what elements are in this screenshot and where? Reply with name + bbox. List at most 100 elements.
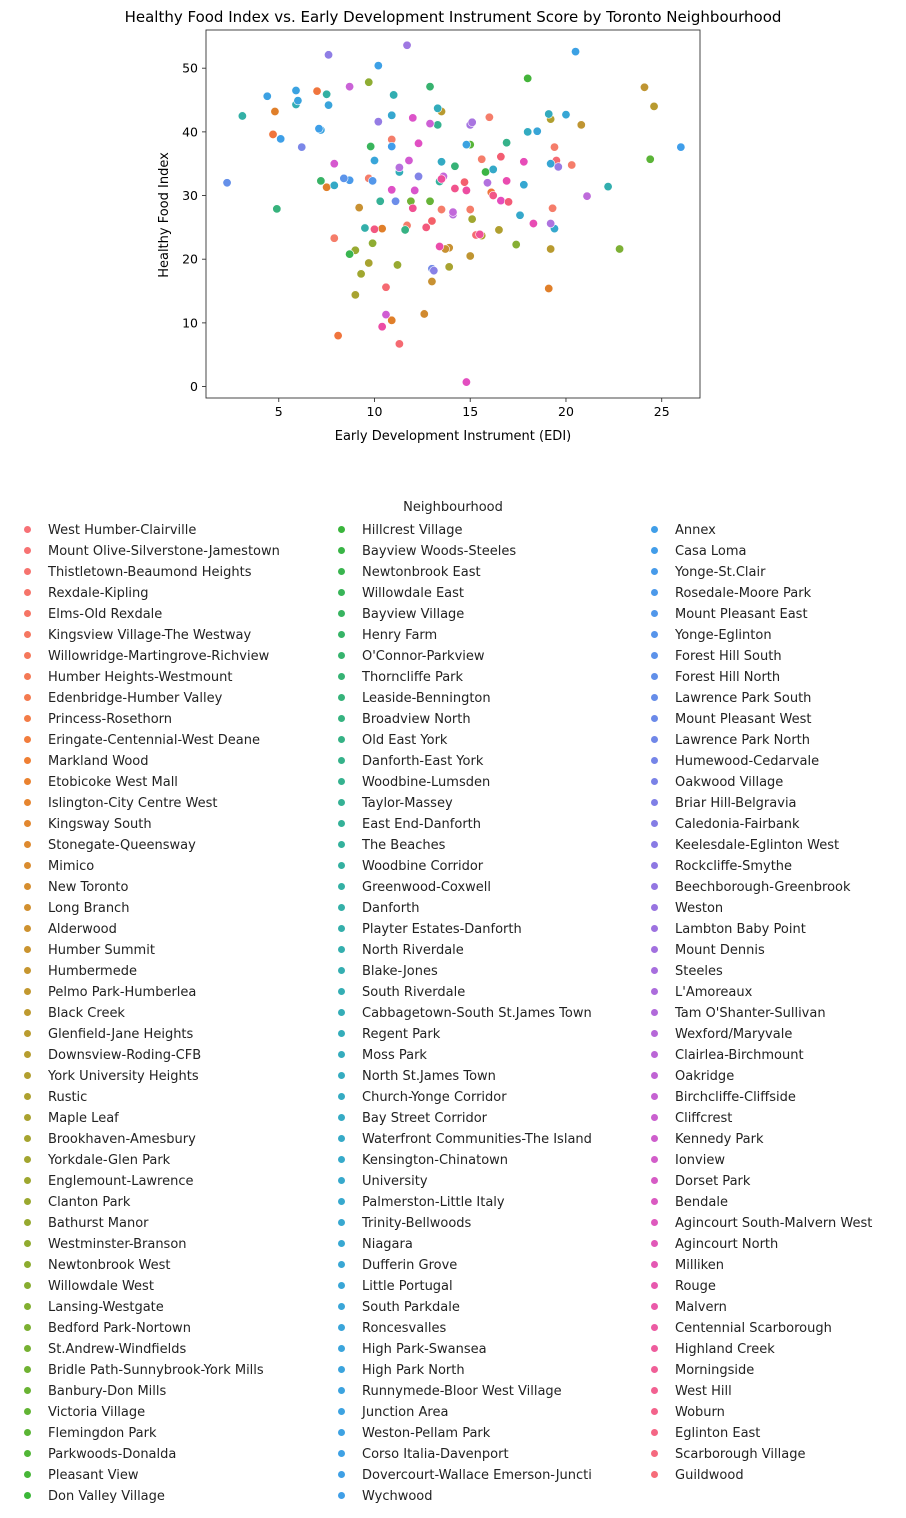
legend-marker-icon (338, 1282, 345, 1289)
legend-marker-icon (338, 1072, 345, 1079)
legend-item: Church-Yonge Corridor (338, 1087, 592, 1108)
data-point (324, 50, 334, 60)
legend-item: St.Andrew-Windfields (24, 1339, 280, 1360)
x-tick-label: 5 (275, 404, 283, 419)
legend-marker-icon (24, 1093, 31, 1100)
legend-label: Milliken (675, 1258, 724, 1273)
legend-item: New Toronto (24, 877, 280, 898)
data-point (488, 164, 498, 174)
data-point (461, 377, 471, 387)
legend-marker-icon (651, 610, 658, 617)
data-point (414, 171, 424, 181)
legend-item: Danforth (338, 898, 592, 919)
legend-marker-icon (651, 1408, 658, 1415)
legend-item: Taylor-Massey (338, 793, 592, 814)
y-tick-label: 20 (182, 252, 198, 267)
legend-item: Rosedale-Moore Park (651, 583, 872, 604)
legend-marker-icon (651, 1282, 658, 1289)
legend-item: Oakridge (651, 1066, 872, 1087)
data-point (649, 101, 659, 111)
legend-label: Glenfield-Jane Heights (48, 1027, 194, 1042)
legend-item: The Beaches (338, 835, 592, 856)
legend-item: Westminster-Branson (24, 1234, 280, 1255)
legend-marker-icon (651, 1387, 658, 1394)
legend-marker-icon (651, 946, 658, 953)
legend-marker-icon (651, 799, 658, 806)
legend-marker-icon (651, 883, 658, 890)
legend-item: Markland Wood (24, 751, 280, 772)
legend-label: Niagara (362, 1237, 413, 1252)
legend-item: Junction Area (338, 1402, 592, 1423)
legend-marker-icon (338, 1492, 345, 1499)
legend-label: Downsview-Roding-CFB (48, 1048, 202, 1063)
legend-label: Eringate-Centennial-West Deane (48, 733, 260, 748)
legend-marker-icon (24, 694, 31, 701)
legend-marker-icon (338, 1429, 345, 1436)
legend-label: Stonegate-Queensway (48, 838, 196, 853)
data-point (322, 89, 332, 99)
data-point (615, 244, 625, 254)
legend-marker-icon (24, 652, 31, 659)
legend-marker-icon (651, 1366, 658, 1373)
data-point (408, 203, 418, 213)
legend-marker-icon (651, 1009, 658, 1016)
legend-marker-icon (24, 1240, 31, 1247)
legend-marker-icon (338, 673, 345, 680)
data-point (324, 100, 334, 110)
data-point (339, 173, 349, 183)
legend-label: Danforth (362, 901, 420, 916)
plot-frame (205, 29, 701, 399)
legend-marker-icon (338, 1408, 345, 1415)
legend-marker-icon (651, 1471, 658, 1478)
legend-label: Playter Estates-Danforth (362, 922, 522, 937)
data-point (345, 249, 355, 259)
legend-label: Palmerston-Little Italy (362, 1195, 505, 1210)
legend-label: Mount Pleasant West (675, 712, 812, 727)
data-point (567, 160, 577, 170)
legend-item: Guildwood (651, 1465, 872, 1486)
legend-marker-icon (24, 1072, 31, 1079)
legend-item: Agincourt North (651, 1234, 872, 1255)
legend-label: Alderwood (48, 922, 117, 937)
legend-label: Kingsview Village-The Westway (48, 628, 252, 643)
legend-label: North St.James Town (362, 1069, 496, 1084)
data-point (333, 331, 343, 341)
legend-item: Bay Street Corridor (338, 1108, 592, 1129)
data-point (429, 266, 439, 276)
legend-marker-icon (24, 757, 31, 764)
legend-item: Wexford/Maryvale (651, 1024, 872, 1045)
data-point (496, 196, 506, 206)
legend-label: Lansing-Westgate (48, 1300, 164, 1315)
legend-item: High Park North (338, 1360, 592, 1381)
legend-label: Lawrence Park North (675, 733, 811, 748)
legend-label: Ionview (675, 1153, 725, 1168)
data-point (511, 240, 521, 250)
legend-marker-icon (24, 1198, 31, 1205)
legend-label: Edenbridge-Humber Valley (48, 691, 223, 706)
legend-label: Victoria Village (48, 1405, 146, 1420)
legend-item: Newtonbrook West (24, 1255, 280, 1276)
data-point (387, 110, 397, 120)
legend-marker-icon (651, 841, 658, 848)
data-point (377, 322, 387, 332)
legend-item: Mount Pleasant East (651, 604, 872, 625)
legend-item: Humber Heights-Westmount (24, 667, 280, 688)
legend-item: Forest Hill South (651, 646, 872, 667)
legend-label: Keelesdale-Eglinton West (675, 838, 840, 853)
legend-item: Birchcliffe-Cliffside (651, 1087, 872, 1108)
legend-label: Mimico (48, 859, 95, 874)
legend-marker-icon (338, 1156, 345, 1163)
legend-label: Morningside (675, 1363, 755, 1378)
legend-item: Thorncliffe Park (338, 667, 592, 688)
legend-label: Weston (675, 901, 724, 916)
legend-label: Bathurst Manor (48, 1216, 149, 1231)
data-point (427, 276, 437, 286)
legend-item: Bedford Park-Nortown (24, 1318, 280, 1339)
legend-label: Eglinton East (675, 1426, 761, 1441)
x-tick-label: 10 (367, 404, 383, 419)
legend-item: Rustic (24, 1087, 280, 1108)
legend-item: Scarborough Village (651, 1444, 872, 1465)
legend-item: L'Amoreaux (651, 982, 872, 1003)
legend-label: Blake-Jones (362, 964, 438, 979)
data-point (425, 119, 435, 129)
